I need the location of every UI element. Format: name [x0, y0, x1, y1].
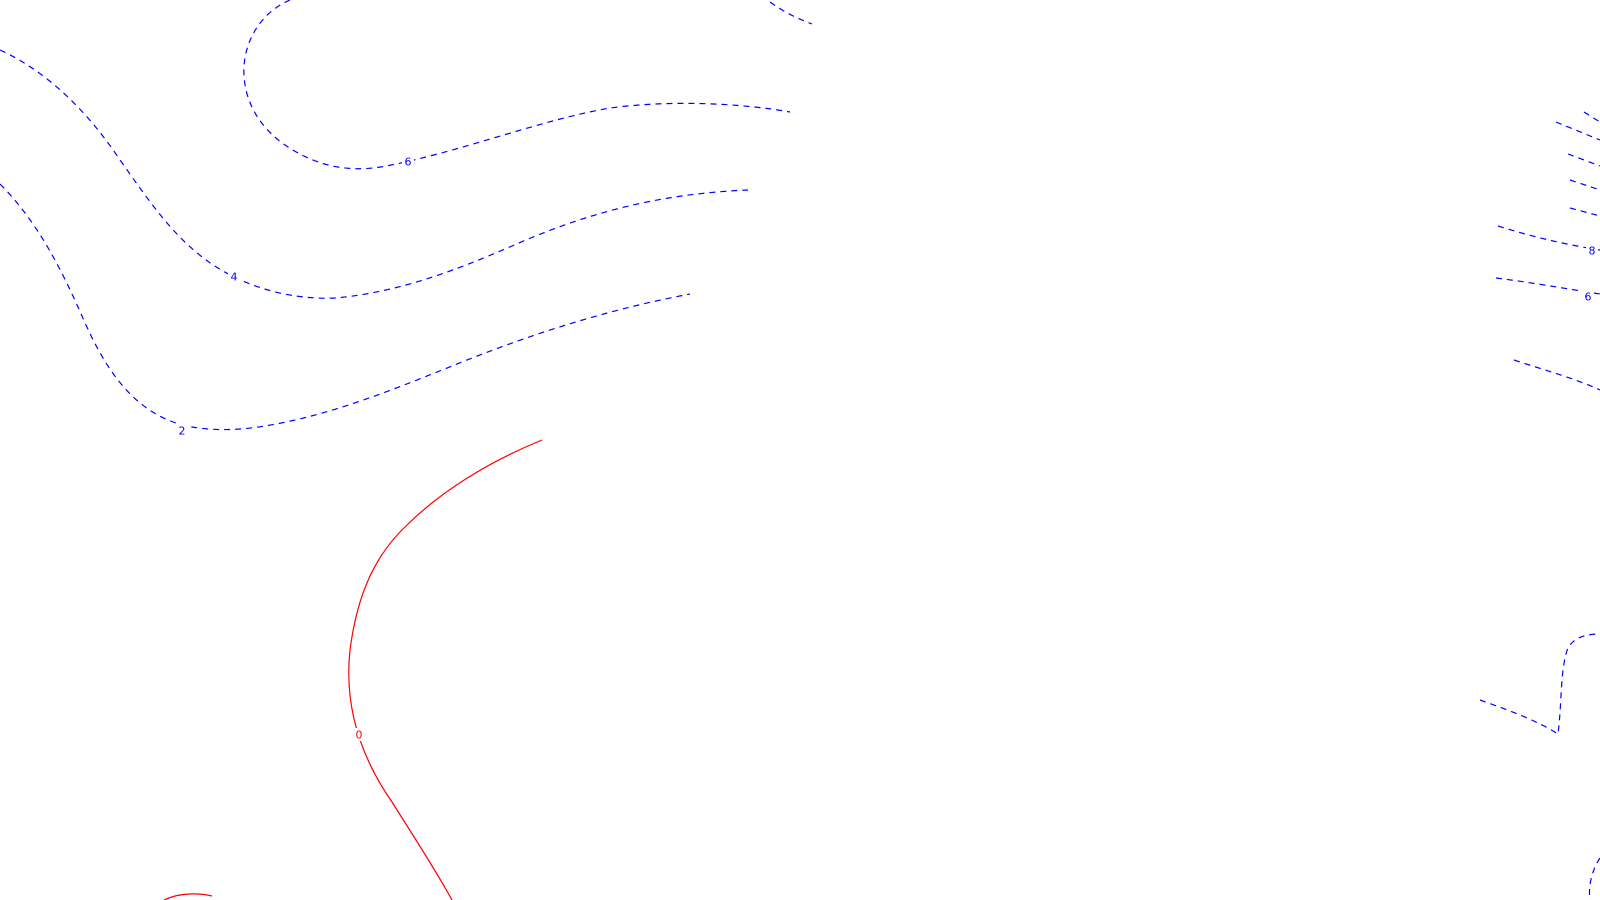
contour-label-right-6: 6	[1585, 291, 1592, 304]
contour-line-neg-4-left	[0, 49, 749, 299]
contour-line-right-lower	[1513, 359, 1600, 391]
contour-label-left-2: 2	[179, 425, 186, 438]
contour-segment-right-4	[1569, 179, 1600, 191]
contour-line-zero-center	[348, 439, 543, 900]
contour-line-neg-2-left	[0, 183, 691, 431]
contour-segment-right-3	[1567, 153, 1600, 167]
contour-label-left-6: 6	[405, 156, 412, 169]
contour-label-group-right-6: 6	[1582, 290, 1594, 304]
contour-line-neg-top-center	[769, 1, 813, 25]
contour-segment-right-1	[1583, 111, 1600, 123]
contour-label-center-0: 0	[356, 729, 363, 742]
contour-label-left-4: 4	[231, 271, 238, 284]
contour-segment-right-2	[1555, 121, 1600, 141]
contour-line-neg-6-left	[243, 0, 791, 170]
contour-label-group-center-0: 0	[353, 728, 365, 742]
contour-segment-right-5	[1569, 207, 1600, 217]
contour-label-group-left-2: 2	[176, 424, 188, 438]
contour-label-group-right-8: 8	[1586, 244, 1598, 258]
contour-label-group-left-6: 6	[402, 155, 414, 169]
contour-group-right-upper	[1555, 111, 1600, 217]
contour-line-zero-bottom-left	[163, 893, 213, 900]
contour-label-right-8: 8	[1589, 245, 1596, 258]
contour-line-right-bottom	[1479, 633, 1600, 900]
contour-label-group-left-4: 4	[228, 270, 240, 284]
